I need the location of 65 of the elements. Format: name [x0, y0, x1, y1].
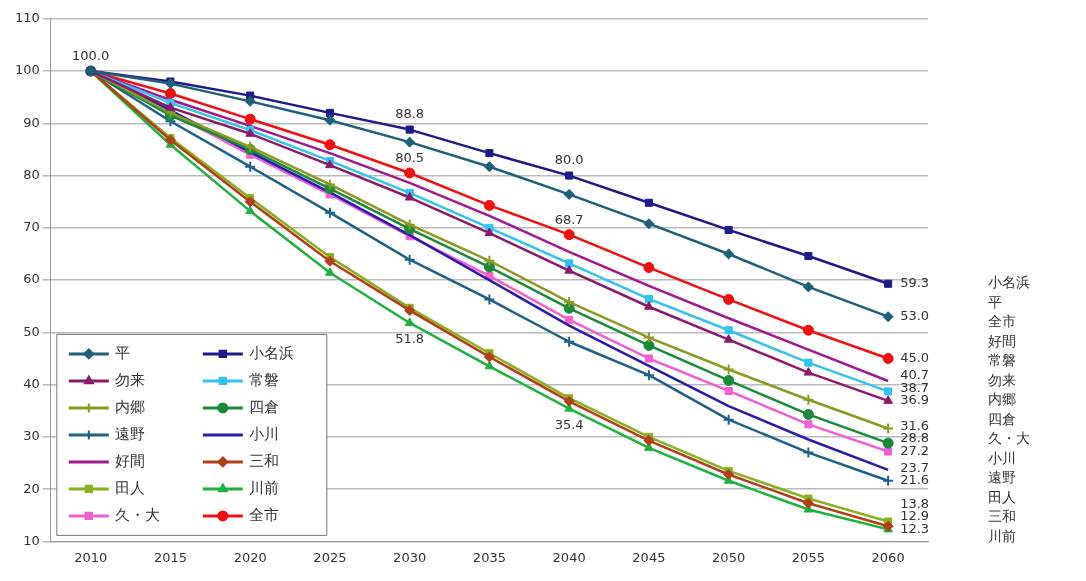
text: 三和: [988, 508, 1016, 525]
text: 田人: [988, 488, 1016, 505]
x-tick-label: 2035: [472, 549, 506, 565]
text: 平: [988, 293, 1002, 310]
y-tick-label: 90: [23, 114, 40, 130]
text: 四倉: [988, 410, 1016, 427]
legend-label: 勿来: [114, 370, 145, 389]
x-tick-label: 2030: [393, 549, 427, 565]
text: 小川: [988, 449, 1016, 466]
y-tick-label: 20: [23, 480, 40, 496]
legend-label: 平: [114, 343, 130, 362]
legend-label: 田人: [114, 478, 145, 497]
text: 好間: [988, 332, 1016, 349]
data-label: 80.0: [554, 152, 584, 168]
legend-label: 小名浜: [248, 343, 294, 362]
data-label: 45.0: [900, 349, 930, 365]
data-label: 80.5: [395, 149, 425, 165]
legend-label: 小川: [248, 424, 279, 443]
y-tick-label: 100: [14, 62, 40, 78]
legend-label: 四倉: [248, 397, 279, 416]
x-tick-label: 2020: [233, 549, 267, 565]
y-tick-label: 80: [23, 166, 40, 182]
data-label: 100.0: [72, 47, 110, 63]
y-tick-label: 70: [23, 219, 40, 235]
x-tick-label: 2050: [712, 549, 746, 565]
data-label: 59.3: [900, 275, 930, 291]
x-tick-label: 2060: [871, 549, 905, 565]
x-tick-label: 2025: [313, 549, 347, 565]
text: 常磐: [988, 352, 1016, 369]
y-tick-label: 50: [23, 323, 40, 339]
legend-label: 遠野: [114, 424, 145, 443]
data-label: 35.4: [554, 416, 584, 432]
y-tick-label: 60: [23, 271, 40, 287]
text: 全市: [988, 313, 1016, 330]
legend-label: 川前: [248, 478, 279, 497]
legend-label: 内郷: [114, 397, 145, 416]
data-label: 53.0: [900, 308, 930, 324]
data-label: 31.6: [900, 417, 930, 433]
y-tick-label: 10: [23, 532, 40, 548]
data-label: 68.7: [554, 211, 584, 227]
x-tick-label: 2015: [153, 549, 187, 565]
text: 小名浜: [988, 274, 1030, 291]
legend-label: 全市: [248, 505, 279, 524]
text: 勿来: [988, 371, 1016, 388]
data-label: 13.8: [900, 495, 930, 511]
text: 久・大: [988, 430, 1030, 447]
data-label: 21.6: [900, 472, 930, 488]
y-tick-label: 40: [23, 375, 40, 391]
x-tick-label: 2010: [74, 549, 108, 565]
legend-label: 好間: [114, 451, 145, 470]
x-tick-label: 2045: [632, 549, 666, 565]
text: 内郷: [988, 391, 1016, 408]
text: 遠野: [988, 469, 1016, 486]
x-tick-label: 2055: [791, 549, 825, 565]
data-label: 36.9: [900, 392, 930, 408]
data-label: 88.8: [395, 106, 425, 122]
y-tick-label: 110: [14, 10, 40, 26]
data-label: 51.8: [395, 330, 425, 346]
x-tick-label: 2040: [552, 549, 586, 565]
legend-label: 久・大: [114, 505, 160, 524]
legend-label: 三和: [248, 451, 279, 470]
y-tick-label: 30: [23, 428, 40, 444]
text: 川前: [988, 527, 1016, 544]
legend-label: 常磐: [248, 370, 279, 389]
data-label: 23.7: [900, 459, 930, 475]
